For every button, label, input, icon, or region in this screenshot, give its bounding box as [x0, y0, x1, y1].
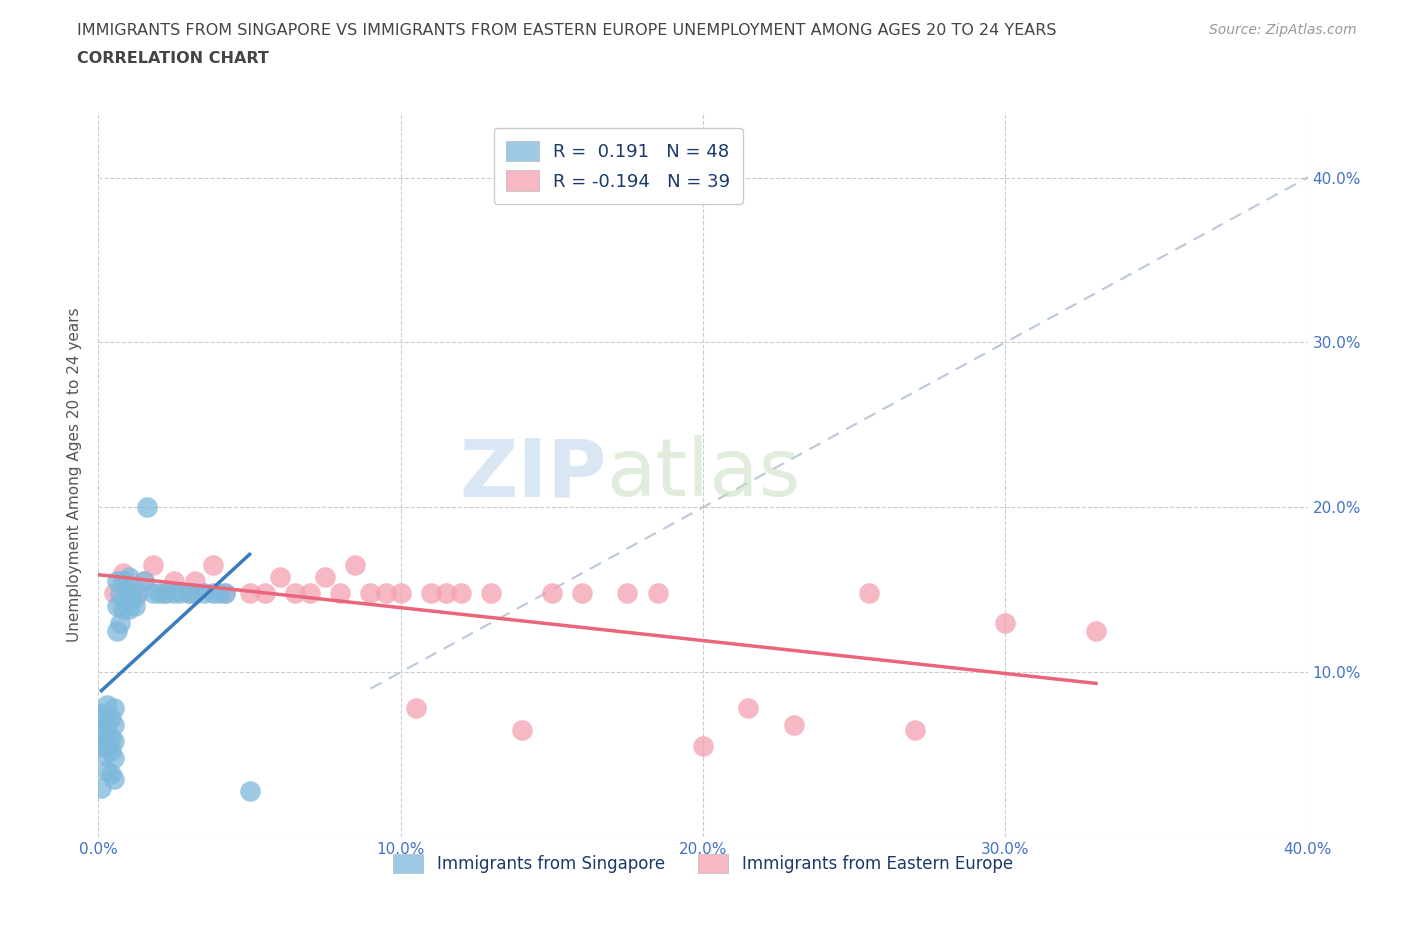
Point	[114, 591, 136, 605]
Point	[329, 586, 352, 601]
Point	[450, 586, 472, 601]
Point	[420, 586, 443, 601]
Point	[405, 701, 427, 716]
Point	[163, 574, 186, 589]
Text: Source: ZipAtlas.com: Source: ZipAtlas.com	[1209, 23, 1357, 37]
Point	[148, 586, 170, 601]
Point	[90, 723, 112, 737]
Point	[360, 586, 382, 601]
Point	[540, 586, 562, 601]
Point	[253, 586, 276, 601]
Point	[103, 586, 125, 601]
Legend: Immigrants from Singapore, Immigrants from Eastern Europe: Immigrants from Singapore, Immigrants fr…	[387, 847, 1019, 880]
Point	[96, 698, 118, 712]
Point	[153, 586, 176, 601]
Point	[904, 723, 927, 737]
Point	[163, 586, 186, 601]
Text: atlas: atlas	[606, 435, 800, 513]
Point	[692, 738, 714, 753]
Point	[858, 586, 880, 601]
Point	[214, 586, 236, 601]
Point	[132, 574, 155, 589]
Point	[96, 717, 118, 732]
Point	[103, 751, 125, 765]
Point	[118, 586, 141, 601]
Point	[239, 586, 262, 601]
Point	[193, 586, 215, 601]
Point	[737, 701, 759, 716]
Point	[90, 706, 112, 721]
Text: CORRELATION CHART: CORRELATION CHART	[77, 51, 269, 66]
Text: ZIP: ZIP	[458, 435, 606, 513]
Point	[284, 586, 307, 601]
Point	[108, 586, 131, 601]
Point	[103, 772, 125, 787]
Point	[214, 586, 236, 601]
Point	[93, 711, 115, 725]
Point	[142, 586, 165, 601]
Point	[118, 602, 141, 617]
Point	[179, 586, 201, 601]
Point	[179, 586, 201, 601]
Point	[124, 591, 146, 605]
Point	[93, 747, 115, 762]
Point	[105, 574, 128, 589]
Point	[103, 734, 125, 749]
Point	[118, 569, 141, 584]
Point	[269, 569, 291, 584]
Point	[434, 586, 457, 601]
Point	[90, 738, 112, 753]
Point	[100, 744, 122, 759]
Point	[105, 599, 128, 614]
Point	[202, 557, 225, 572]
Point	[127, 586, 149, 601]
Point	[90, 780, 112, 795]
Point	[647, 586, 669, 601]
Point	[105, 623, 128, 638]
Point	[481, 586, 503, 601]
Point	[111, 574, 134, 589]
Point	[142, 557, 165, 572]
Point	[111, 565, 134, 580]
Point	[100, 731, 122, 746]
Point	[153, 586, 176, 601]
Point	[299, 586, 322, 601]
Point	[616, 586, 638, 601]
Point	[994, 616, 1017, 631]
Point	[124, 599, 146, 614]
Point	[314, 569, 336, 584]
Y-axis label: Unemployment Among Ages 20 to 24 years: Unemployment Among Ages 20 to 24 years	[67, 307, 83, 642]
Point	[93, 727, 115, 742]
Point	[169, 586, 191, 601]
Point	[783, 717, 806, 732]
Point	[1085, 623, 1108, 638]
Point	[103, 701, 125, 716]
Point	[103, 717, 125, 732]
Point	[389, 586, 412, 601]
Point	[96, 764, 118, 778]
Point	[374, 586, 396, 601]
Point	[208, 586, 231, 601]
Point	[121, 591, 143, 605]
Point	[571, 586, 593, 601]
Point	[184, 586, 207, 601]
Point	[202, 586, 225, 601]
Point	[100, 767, 122, 782]
Point	[132, 574, 155, 589]
Point	[135, 499, 157, 514]
Point	[111, 602, 134, 617]
Point	[96, 738, 118, 753]
Text: IMMIGRANTS FROM SINGAPORE VS IMMIGRANTS FROM EASTERN EUROPE UNEMPLOYMENT AMONG A: IMMIGRANTS FROM SINGAPORE VS IMMIGRANTS …	[77, 23, 1057, 38]
Point	[239, 783, 262, 798]
Point	[184, 574, 207, 589]
Point	[100, 711, 122, 725]
Point	[510, 723, 533, 737]
Point	[344, 557, 367, 572]
Point	[108, 616, 131, 631]
